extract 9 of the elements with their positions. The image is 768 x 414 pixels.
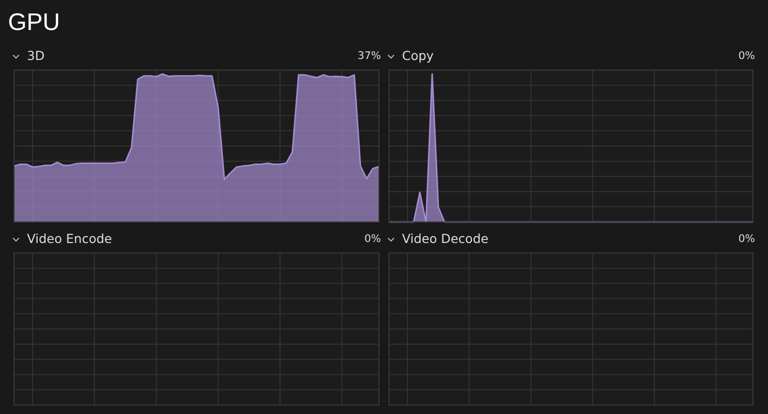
text: Video Encode (27, 231, 112, 246)
text: 37% (358, 50, 382, 62)
text: Video Decode (402, 231, 489, 246)
text: 0% (364, 233, 382, 245)
chart-title: 3D (27, 48, 45, 63)
text: 0% (738, 233, 756, 245)
chart-title: Copy (402, 48, 434, 63)
text: 0% (738, 50, 756, 62)
text: GPU (8, 9, 60, 36)
